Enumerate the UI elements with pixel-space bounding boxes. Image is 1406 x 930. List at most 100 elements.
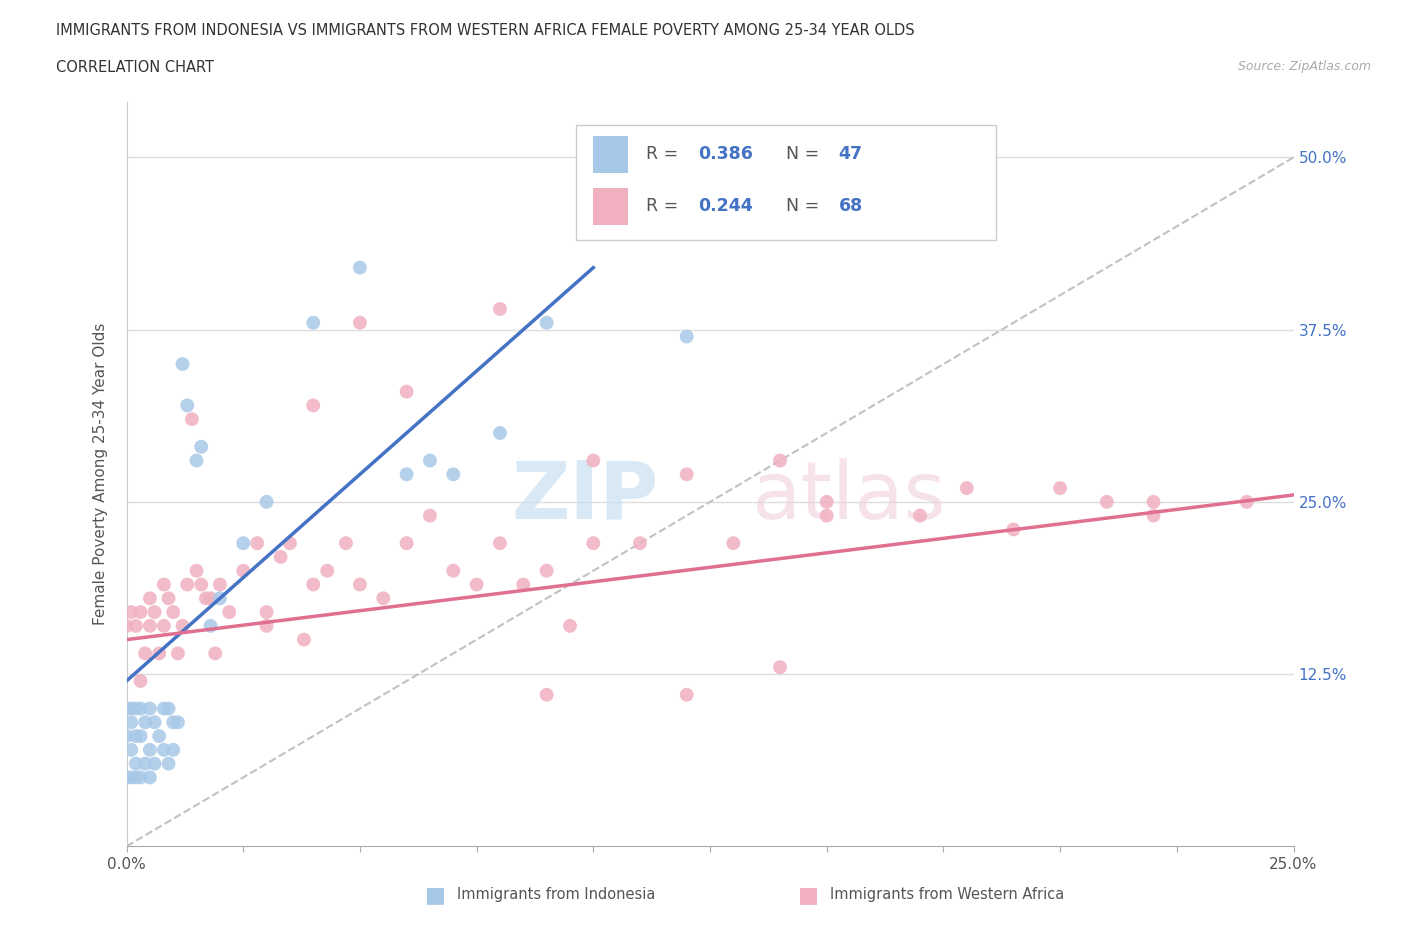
Text: IMMIGRANTS FROM INDONESIA VS IMMIGRANTS FROM WESTERN AFRICA FEMALE POVERTY AMONG: IMMIGRANTS FROM INDONESIA VS IMMIGRANTS … [56,23,915,38]
Point [115,618,138,633]
Point [204,646,226,661]
Point [129,770,152,785]
Text: 47: 47 [838,145,862,164]
Point [129,728,152,743]
Point [302,398,325,413]
Point [162,715,184,730]
Point [956,481,979,496]
Point [153,578,176,592]
Point [186,564,208,578]
Text: ■: ■ [426,884,446,905]
Point [143,715,166,730]
Point [139,742,162,757]
Point [769,453,792,468]
Point [125,701,148,716]
Point [232,536,254,551]
Text: 68: 68 [838,197,863,216]
Point [143,604,166,619]
Point [441,564,464,578]
Point [1142,495,1164,510]
Point [157,591,180,605]
Point [1002,522,1025,537]
Point [465,578,488,592]
Point [349,315,371,330]
Point [125,728,148,743]
Point [153,701,176,716]
Point [419,453,441,468]
Point [120,715,142,730]
Point [134,756,156,771]
Point [582,206,605,220]
Point [489,536,512,551]
Point [115,728,138,743]
Point [134,646,156,661]
Point [129,604,152,619]
Point [167,646,190,661]
Point [200,591,222,605]
Point [157,701,180,716]
Point [120,770,142,785]
Point [162,604,184,619]
Point [512,578,534,592]
Point [139,701,162,716]
Point [815,508,838,523]
Bar [593,136,628,173]
Text: atlas: atlas [751,458,945,536]
Point [218,604,240,619]
Text: R =: R = [645,145,683,164]
Point [256,604,278,619]
Point [167,715,190,730]
Point [582,536,605,551]
Text: Source: ZipAtlas.com: Source: ZipAtlas.com [1237,60,1371,73]
Point [143,756,166,771]
Point [120,701,142,716]
Point [232,564,254,578]
Point [292,632,315,647]
Point [302,578,325,592]
Point [134,715,156,730]
Point [1049,481,1071,496]
Point [302,315,325,330]
Text: R =: R = [645,197,683,216]
Point [536,687,558,702]
Point [200,618,222,633]
Point [536,564,558,578]
Text: 0.386: 0.386 [699,145,754,164]
Point [194,591,217,605]
Point [536,315,558,330]
Point [172,356,194,371]
Point [628,536,651,551]
Text: CORRELATION CHART: CORRELATION CHART [56,60,214,75]
Point [558,618,581,633]
Point [675,687,697,702]
Point [148,728,170,743]
Point [125,756,148,771]
Y-axis label: Female Poverty Among 25-34 Year Olds: Female Poverty Among 25-34 Year Olds [93,323,108,626]
Point [815,495,838,510]
Text: N =: N = [786,145,825,164]
Point [153,742,176,757]
Point [180,412,202,427]
Point [1142,508,1164,523]
Point [395,536,418,551]
Point [139,770,162,785]
Point [349,578,371,592]
Point [190,578,212,592]
Point [582,453,605,468]
Text: 0.244: 0.244 [699,197,754,216]
Point [120,604,142,619]
Point [316,564,339,578]
Point [125,770,148,785]
Point [675,467,697,482]
Point [769,659,792,674]
Point [1095,495,1118,510]
Point [395,384,418,399]
Point [115,770,138,785]
Point [335,536,357,551]
Point [148,646,170,661]
Point [157,756,180,771]
Point [1236,495,1258,510]
Point [256,495,278,510]
Point [176,398,198,413]
Text: ■: ■ [799,884,818,905]
